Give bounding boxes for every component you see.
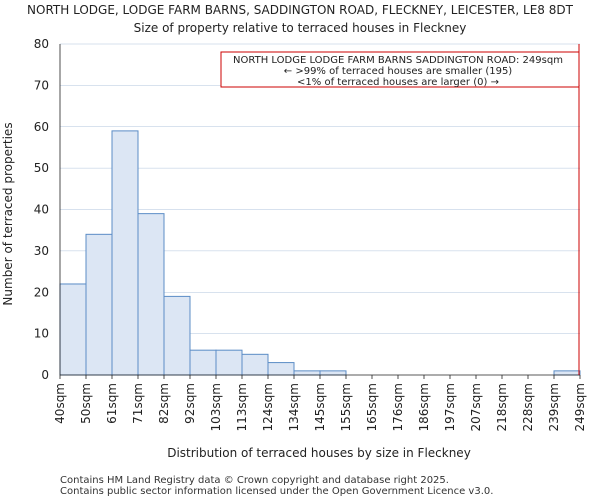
x-tick-labels: 40sqm 50sqm 61sqm 71sqm 82sqm 92sqm 103sqm 113s… <box>53 375 587 431</box>
bar <box>85 233 113 376</box>
chart-title: NORTH LODGE, LODGE FARM BARNS, SADDINGTO… <box>27 3 574 17</box>
bar <box>189 349 217 376</box>
y-tick-label: 10 <box>34 327 49 341</box>
y-tick-label: 50 <box>34 161 49 175</box>
bar <box>59 283 87 376</box>
bar <box>293 370 321 376</box>
x-tick-label: 71sqm <box>131 383 145 424</box>
bar <box>319 370 347 376</box>
bars <box>59 130 581 376</box>
x-tick-label: 186sqm <box>417 383 431 431</box>
x-tick-label: 249sqm <box>573 383 587 431</box>
annotation-line-1: NORTH LODGE LODGE FARM BARNS SADDINGTON … <box>233 55 563 66</box>
x-tick-label: 40sqm <box>53 383 67 424</box>
bar <box>163 295 191 376</box>
bar <box>215 349 243 376</box>
x-tick-label: 124sqm <box>261 383 275 431</box>
y-tick-labels: 0 10 20 30 40 50 60 70 80 <box>34 37 49 382</box>
x-tick-label: 134sqm <box>287 383 301 431</box>
footer-line-1: Contains HM Land Registry data © Crown c… <box>60 475 449 486</box>
x-tick-label: 239sqm <box>547 383 561 431</box>
x-axis-label: Distribution of terraced houses by size … <box>167 446 471 460</box>
bar <box>137 213 165 376</box>
x-tick-label: 155sqm <box>339 383 353 431</box>
x-tick-label: 197sqm <box>443 383 457 431</box>
x-tick-label: 82sqm <box>157 383 171 424</box>
x-tick-label: 165sqm <box>365 383 379 431</box>
annotation-border <box>220 51 580 88</box>
y-tick-label: 40 <box>34 203 49 217</box>
annotation-line-2: ← >99% of terraced houses are smaller (1… <box>284 66 513 77</box>
footer-line-2: Contains public sector information licen… <box>60 486 493 497</box>
x-tick-label: 113sqm <box>235 383 249 431</box>
y-tick-label: 60 <box>34 120 49 134</box>
x-tick-label: 92sqm <box>183 383 197 424</box>
y-tick-label: 80 <box>34 37 49 51</box>
x-tick-label: 145sqm <box>313 383 327 431</box>
x-tick-label: 207sqm <box>469 383 483 431</box>
x-tick-label: 228sqm <box>521 383 535 431</box>
annotation-line-3: <1% of terraced houses are larger (0) → <box>297 77 499 88</box>
x-tick-label: 50sqm <box>79 383 93 424</box>
x-tick-label: 61sqm <box>105 383 119 424</box>
y-tick-label: 20 <box>34 285 49 299</box>
bar <box>267 362 295 376</box>
y-axis-label: Number of terraced properties <box>1 122 15 305</box>
bar <box>553 370 581 376</box>
x-tick-label: 176sqm <box>391 383 405 431</box>
y-tick-label: 0 <box>41 368 49 382</box>
chart-subtitle: Size of property relative to terraced ho… <box>134 21 467 35</box>
x-tick-label: 218sqm <box>495 383 509 431</box>
bar <box>241 353 269 376</box>
bar <box>111 130 139 376</box>
x-tick-label: 103sqm <box>209 383 223 431</box>
y-tick-label: 30 <box>34 244 49 258</box>
annotation-box: NORTH LODGE LODGE FARM BARNS SADDINGTON … <box>220 51 580 88</box>
y-tick-label: 70 <box>34 78 49 92</box>
